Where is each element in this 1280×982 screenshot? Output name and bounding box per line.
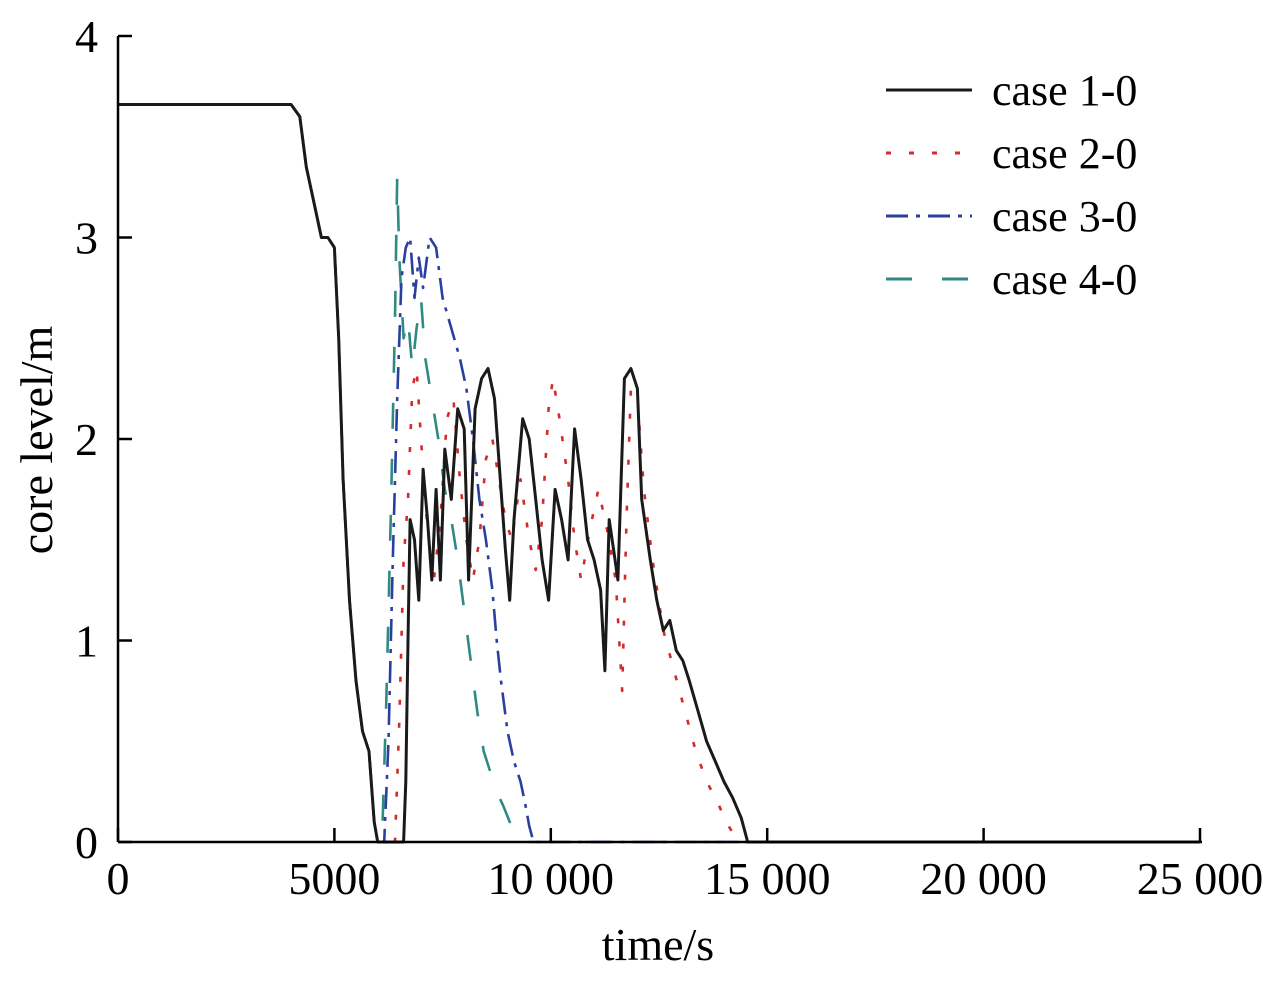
y-tick-label: 1 (75, 616, 98, 667)
y-tick-label: 2 (75, 414, 98, 465)
series-layer (118, 103, 1200, 844)
x-tick-label: 5000 (288, 853, 380, 904)
x-tick-label: 25 000 (1137, 853, 1264, 904)
y-tick-label: 0 (75, 817, 98, 868)
y-axis-title: core level/m (11, 325, 62, 554)
y-tick-label: 3 (75, 213, 98, 264)
legend-label: case 4-0 (992, 255, 1137, 304)
x-tick-label: 0 (107, 853, 130, 904)
series-line-case-1-0 (118, 103, 1200, 844)
x-tick-label: 20 000 (920, 853, 1047, 904)
ticks-layer: 0 5000 10 000 15 000 20 000 25 000 0 1 2 3 4 (75, 11, 1263, 904)
x-axis-title: time/s (602, 919, 714, 970)
x-tick-label: 10 000 (488, 853, 615, 904)
y-tick-label: 4 (75, 11, 98, 62)
legend-label: case 3-0 (992, 192, 1137, 241)
series-line-case-3-0 (118, 103, 1200, 844)
legend-label: case 2-0 (992, 129, 1137, 178)
x-tick-label: 15 000 (704, 853, 831, 904)
legend: case 1-0 case 2-0 case 3-0 case 4-0 (886, 66, 1137, 304)
legend-label: case 1-0 (992, 66, 1137, 115)
